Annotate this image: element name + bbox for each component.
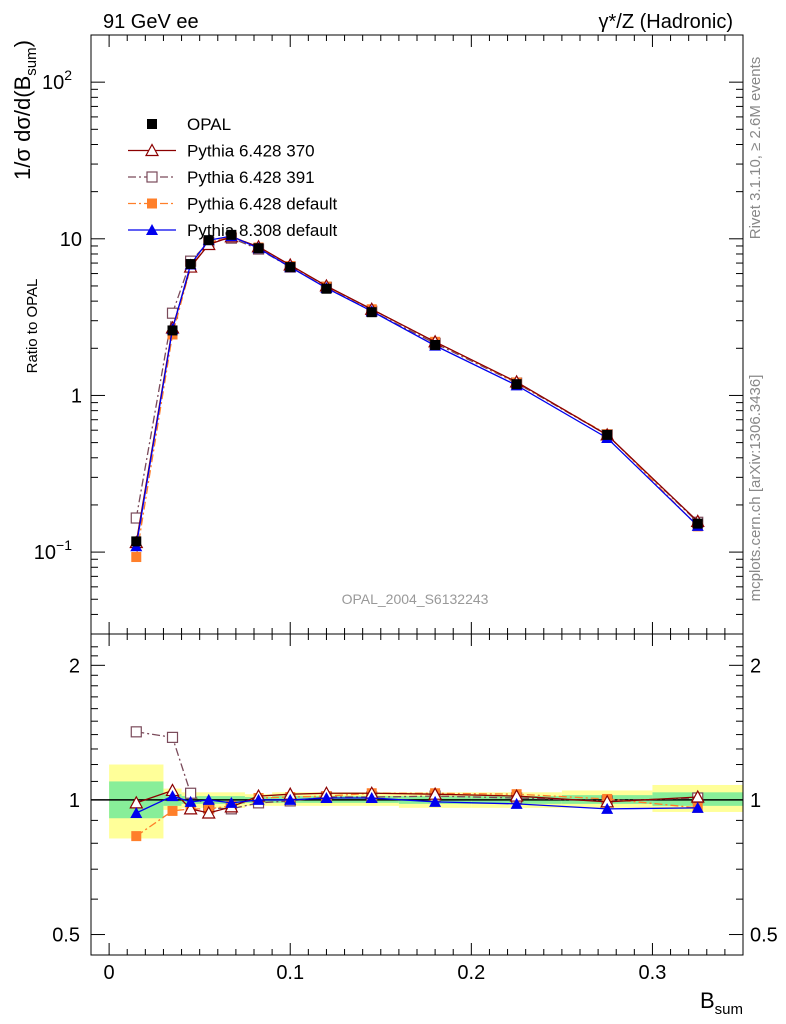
watermark: OPAL_2004_S6132243 xyxy=(342,591,489,607)
data-point xyxy=(185,259,196,270)
ratio-point xyxy=(166,731,179,743)
ratio-point xyxy=(284,793,297,805)
ratio-point xyxy=(130,726,142,738)
data-point xyxy=(226,229,237,240)
ratio-point xyxy=(130,806,143,818)
ratio-point xyxy=(184,795,197,807)
legend-marker xyxy=(146,224,158,235)
ratio-point xyxy=(320,791,333,803)
series-line xyxy=(135,236,699,543)
header-left: 91 GeV ee xyxy=(103,11,199,33)
ratio-point xyxy=(183,801,198,815)
ratio-y-tick-label-right: 2 xyxy=(750,655,761,677)
data-point xyxy=(366,307,377,318)
ratio-ylabel: Ratio to OPAL xyxy=(24,279,41,374)
ratio-y-tick-label-right: 0.5 xyxy=(750,925,778,947)
legend-marker xyxy=(146,171,158,183)
x-axis-label: Bsum xyxy=(700,988,743,1018)
ratio-y-tick-label: 2 xyxy=(69,655,80,677)
y-tick-label: 1 xyxy=(71,385,82,407)
series-pythia-6-428-default xyxy=(131,231,703,563)
x-tick-label: 0 xyxy=(104,962,115,984)
series-line xyxy=(135,235,699,547)
rivet-label: Rivet 3.1.10, ≥ 2.6M events xyxy=(747,57,764,240)
x-tick-label: 0.1 xyxy=(276,962,304,984)
legend-label: Pythia 8.308 default xyxy=(187,221,338,240)
y-tick-label: 102 xyxy=(42,67,72,94)
ratio-point xyxy=(601,802,614,814)
ratio-point xyxy=(225,796,238,808)
mcplots-label: mcplots.cern.ch [arXiv:1306.3436] xyxy=(747,375,764,602)
ratio-point xyxy=(167,805,178,816)
ratio-y-tick-label-right: 1 xyxy=(750,790,761,812)
legend-marker xyxy=(147,119,157,129)
ratio-point xyxy=(510,797,523,809)
ratio-point xyxy=(429,795,442,807)
data-point xyxy=(511,379,522,390)
legend-label: Pythia 6.428 default xyxy=(187,195,338,214)
ratio-y-tick-label: 0.5 xyxy=(52,925,80,947)
series-pythia-6-428-370 xyxy=(129,229,705,549)
ratio-point xyxy=(365,791,378,803)
data-point xyxy=(131,552,142,563)
data-point xyxy=(131,536,142,547)
legend-label: OPAL xyxy=(187,115,231,134)
data-point xyxy=(285,262,296,273)
series-line xyxy=(135,235,699,558)
legend-label: Pythia 6.428 391 xyxy=(187,168,315,187)
series-opal xyxy=(131,229,703,547)
data-point xyxy=(692,518,703,529)
series-line xyxy=(135,237,699,523)
ratio-point xyxy=(131,831,142,842)
legend: OPAL Pythia 6.428 370 Pythia 6.428 391 Pyth… xyxy=(128,115,338,240)
x-tick-label: 0.2 xyxy=(457,962,485,984)
data-point xyxy=(321,283,332,294)
ratio-series-pythia-8-308-default xyxy=(130,790,704,818)
header-right: γ*/Z (Hadronic) xyxy=(599,11,733,33)
ratio-point xyxy=(201,805,216,819)
ratio-y-tick-label: 1 xyxy=(69,790,80,812)
data-point xyxy=(602,429,613,440)
main-ylabel: 1/σ dσ/d(Bsum) xyxy=(10,40,40,180)
legend-marker xyxy=(144,143,160,157)
legend-marker xyxy=(147,198,157,209)
series-pythia-8-308-default xyxy=(130,230,704,552)
data-point xyxy=(167,325,178,336)
ratio-point xyxy=(691,801,704,813)
data-point xyxy=(253,243,264,254)
legend-label: Pythia 6.428 370 xyxy=(187,142,315,161)
y-tick-label: 10−1 xyxy=(34,537,72,564)
ratio-point xyxy=(252,793,265,805)
data-point xyxy=(203,235,214,246)
x-tick-label: 0.3 xyxy=(639,962,667,984)
ratio-point xyxy=(202,793,215,805)
ratio-point xyxy=(166,790,179,802)
data-point xyxy=(430,339,441,350)
series-pythia-6-428-391 xyxy=(130,232,704,528)
y-tick-label: 10 xyxy=(60,229,82,251)
